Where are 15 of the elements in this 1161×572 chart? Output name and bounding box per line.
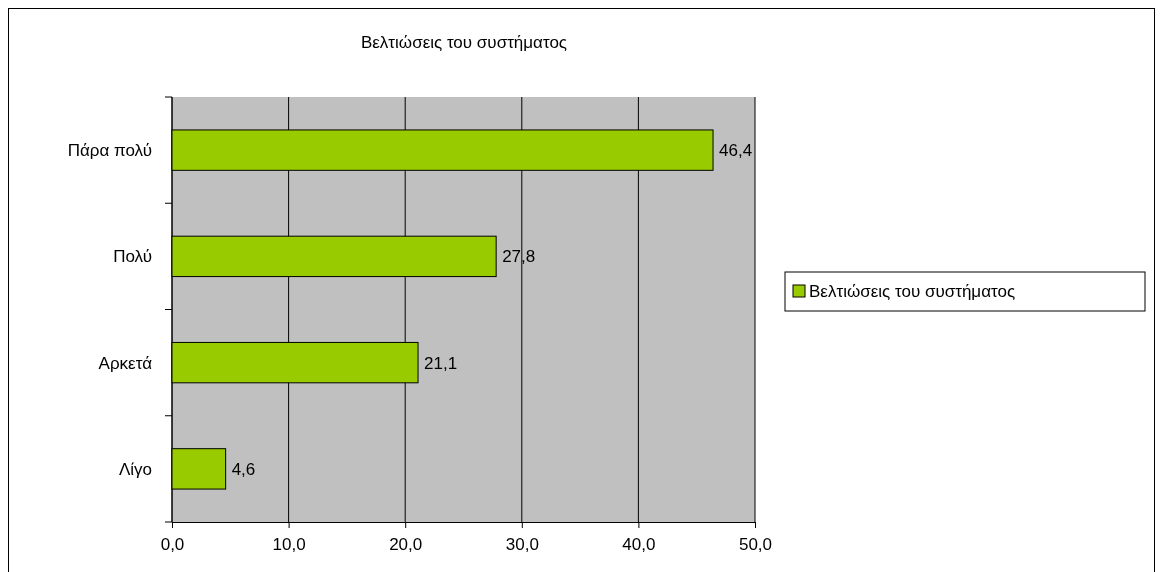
y-tick-label: Πολύ: [113, 247, 152, 267]
data-label: 46,4: [719, 141, 753, 161]
x-tick-label: 50,0: [738, 535, 773, 555]
chart-title: Βελτιώσεις του συστήματος: [360, 33, 568, 52]
data-label: 4,6: [231, 459, 256, 479]
y-tick-label: Λίγο: [118, 459, 152, 479]
x-tick-label: 10,0: [272, 535, 306, 555]
x-tick-label: 0,0: [160, 535, 185, 555]
y-tick-label: Πάρα πολύ: [67, 141, 152, 161]
x-tick-label: 30,0: [505, 535, 539, 555]
y-tick-label: Αρκετά: [98, 353, 153, 373]
x-tick-label: 40,0: [622, 535, 656, 555]
data-label: 21,1: [424, 353, 458, 373]
x-tick-label: 20,0: [389, 535, 423, 555]
legend-label: Βελτιώσεις του συστήματος: [809, 281, 1016, 301]
